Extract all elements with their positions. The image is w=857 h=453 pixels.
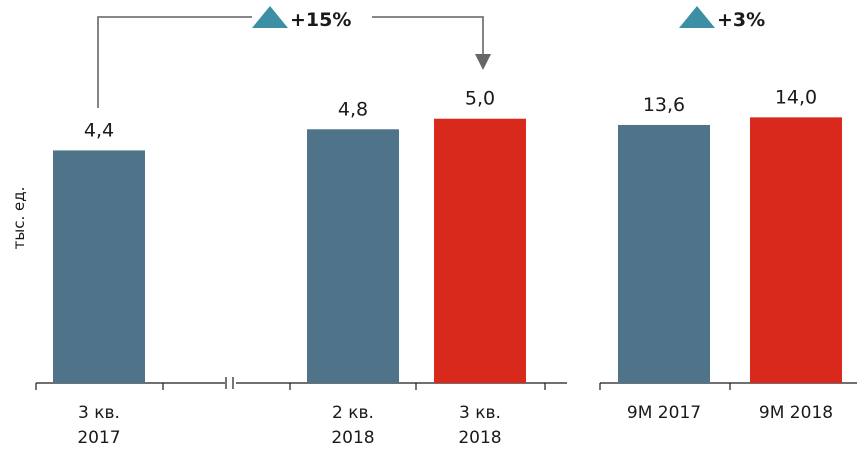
bar (750, 117, 842, 383)
growth-bracket (97, 16, 252, 108)
x-tick-label: 3 кв. (459, 403, 501, 423)
chart-bars (53, 117, 842, 383)
bar (618, 124, 710, 383)
bar (434, 118, 526, 383)
growth-label: +15% (290, 9, 351, 31)
x-tick-label: 9M 2017 (627, 403, 701, 423)
x-tick-label: 2 кв. (332, 403, 374, 423)
data-label: 5,0 (465, 88, 495, 110)
x-tick-label: 3 кв. (78, 403, 120, 423)
y-axis-label: тыс. ед. (10, 187, 28, 250)
x-tick-label: 2017 (77, 428, 120, 448)
up-triangle-icon (679, 6, 715, 28)
up-triangle-icon (252, 6, 288, 28)
bar (53, 150, 145, 383)
growth-label: +3% (717, 9, 765, 31)
arrow-down-icon (475, 54, 491, 70)
x-tick-label: 9M 2018 (759, 403, 833, 423)
x-tick-label: 2018 (331, 428, 374, 448)
chart-text: 4,4 3 кв. 2017 4,8 2 кв. 2018 5,0 3 кв. 2018 тыс.… (10, 6, 833, 448)
data-label: 4,4 (84, 119, 114, 141)
data-label: 14,0 (775, 86, 817, 108)
data-label: 4,8 (338, 98, 368, 120)
growth-bracket (372, 16, 484, 56)
bar (307, 129, 399, 383)
data-label: 13,6 (643, 94, 685, 116)
x-tick-label: 2018 (458, 428, 501, 448)
